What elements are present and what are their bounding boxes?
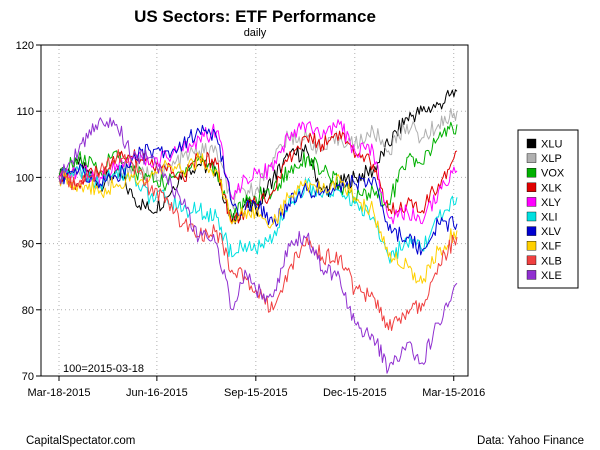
- series-line-xle: [58, 117, 458, 374]
- y-tick-label: 80: [22, 305, 34, 317]
- legend-swatch-xlf: [526, 240, 537, 251]
- x-tick-label: Dec-15-2015: [323, 387, 387, 399]
- legend-label-xlv: XLV: [541, 226, 562, 238]
- legend-label-xlk: XLK: [541, 182, 562, 194]
- legend-label-xlu: XLU: [541, 139, 562, 151]
- base-date-annotation: 100=2015-03-18: [63, 363, 144, 375]
- series-line-xli: [58, 164, 458, 264]
- y-tick-label: 100: [16, 172, 34, 184]
- series-line-vox: [58, 121, 458, 219]
- x-tick-label: Mar-15-2016: [422, 387, 485, 399]
- legend-swatch-xlv: [526, 226, 537, 236]
- legend-label-xlp: XLP: [541, 153, 562, 165]
- legend-swatch-xlk: [526, 182, 537, 193]
- series-line-xlp: [58, 108, 458, 210]
- y-tick-label: 90: [22, 239, 34, 251]
- legend-label-xli: XLI: [541, 212, 558, 224]
- legend-label-xlb: XLB: [541, 255, 562, 267]
- x-tick-label: Sep-15-2015: [224, 387, 288, 399]
- legend-label-xlf: XLF: [541, 241, 561, 253]
- legend-swatch-xle: [526, 270, 537, 280]
- chart-title: US Sectors: ETF Performance: [134, 7, 376, 26]
- chart-subtitle: daily: [244, 27, 267, 39]
- y-axis: 70 80 90 100 110 120: [16, 40, 41, 383]
- plot-area-border: [40, 44, 469, 377]
- series-line-xlf: [58, 152, 458, 284]
- legend-label-xly: XLY: [541, 197, 562, 209]
- series-line-xlv: [58, 124, 458, 256]
- y-tick-label: 120: [16, 40, 34, 52]
- y-tick-label: 70: [22, 371, 34, 383]
- legend: XLU XLP VOX XLK XLY XLI XLV XLF XLB XLE: [517, 129, 579, 289]
- legend-label-vox: VOX: [541, 168, 565, 180]
- x-axis: Mar-18-2015 Jun-16-2015 Sep-15-2015 Dec-15-…: [28, 376, 485, 399]
- source-left: CapitalSpectator.com: [26, 435, 135, 447]
- legend-swatch-xlp: [526, 153, 537, 163]
- legend-label-xle: XLE: [541, 270, 562, 282]
- y-tick-label: 110: [16, 106, 34, 118]
- legend-swatch-vox: [526, 167, 537, 178]
- legend-swatch-xli: [526, 211, 537, 222]
- series-layer: [58, 89, 458, 374]
- source-right: Data: Yahoo Finance: [477, 435, 584, 447]
- legend-swatch-xlb: [526, 255, 537, 266]
- series-line-xly: [58, 119, 458, 225]
- x-tick-label: Mar-18-2015: [28, 387, 91, 399]
- legend-swatch-xlu: [526, 138, 537, 149]
- legend-swatch-xly: [526, 197, 537, 207]
- grid-lines: [41, 44, 468, 377]
- x-tick-label: Jun-16-2015: [126, 387, 188, 399]
